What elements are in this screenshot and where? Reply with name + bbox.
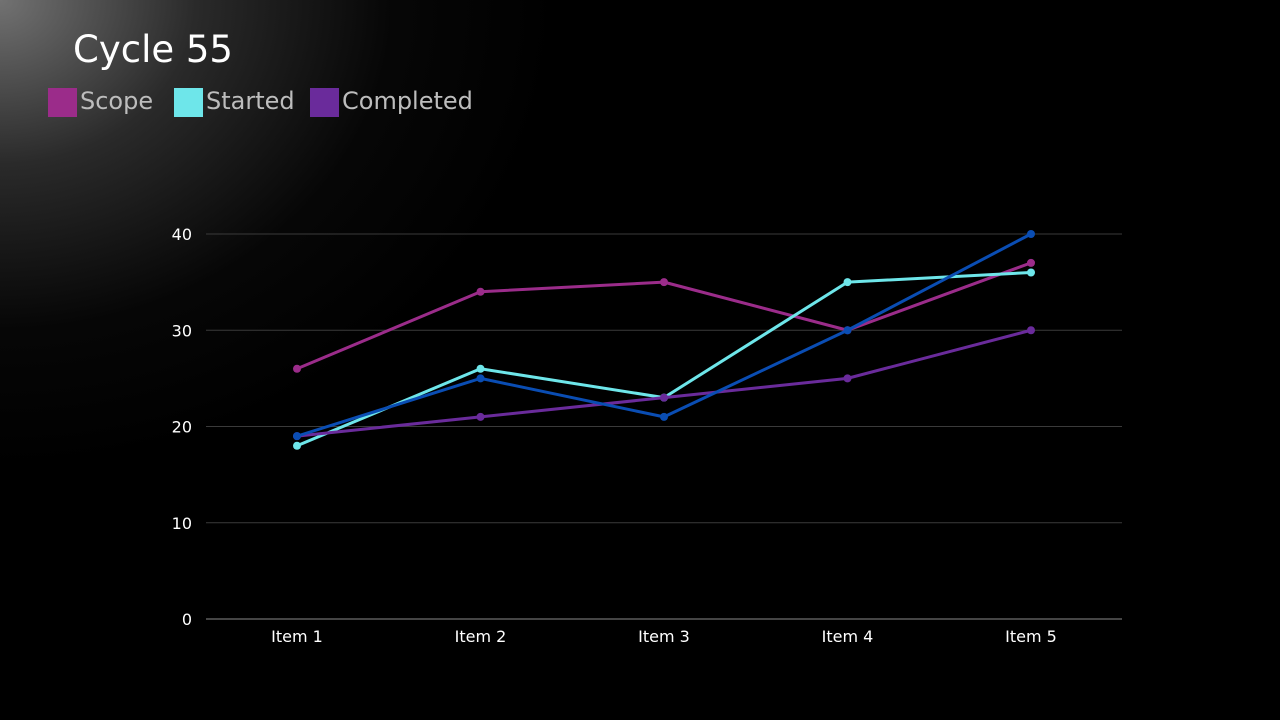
scope-point — [660, 278, 668, 287]
completed-point — [843, 374, 852, 383]
series-4-point — [293, 432, 301, 441]
legend-swatch-scope — [48, 88, 77, 117]
legend-label-started: Started — [206, 87, 295, 115]
scope-point — [476, 287, 485, 296]
series-4-point — [843, 326, 852, 335]
series-4-point — [1027, 230, 1035, 238]
legend-label-scope: Scope — [80, 87, 154, 115]
completed-point — [660, 393, 668, 402]
scope-point — [1027, 258, 1035, 267]
completed-point — [476, 412, 485, 421]
y-tick-label: 0 — [182, 610, 192, 629]
y-tick-label: 30 — [172, 321, 192, 340]
y-tick-label: 20 — [172, 418, 192, 437]
started-point — [293, 441, 301, 450]
y-tick-label: 40 — [172, 225, 192, 244]
series-4-line — [295, 232, 1033, 438]
y-tick-label: 10 — [172, 514, 192, 533]
started-point — [1027, 268, 1035, 277]
completed-point — [1027, 326, 1035, 335]
chart-title: Cycle 55 — [73, 28, 233, 71]
x-tick-label: Item 2 — [455, 627, 507, 646]
legend-swatch-completed — [310, 88, 339, 117]
legend-label-completed: Completed — [342, 87, 473, 115]
started-point — [476, 364, 485, 373]
x-tick-label: Item 1 — [271, 627, 323, 646]
x-tick-label: Item 5 — [1005, 627, 1057, 646]
scope-point — [293, 364, 301, 373]
series-4-point — [660, 412, 668, 421]
x-tick-label: Item 3 — [638, 627, 690, 646]
x-tick-label: Item 4 — [822, 627, 874, 646]
started-point — [843, 278, 852, 287]
series-4-point — [476, 374, 485, 383]
legend-swatch-started — [174, 88, 203, 117]
